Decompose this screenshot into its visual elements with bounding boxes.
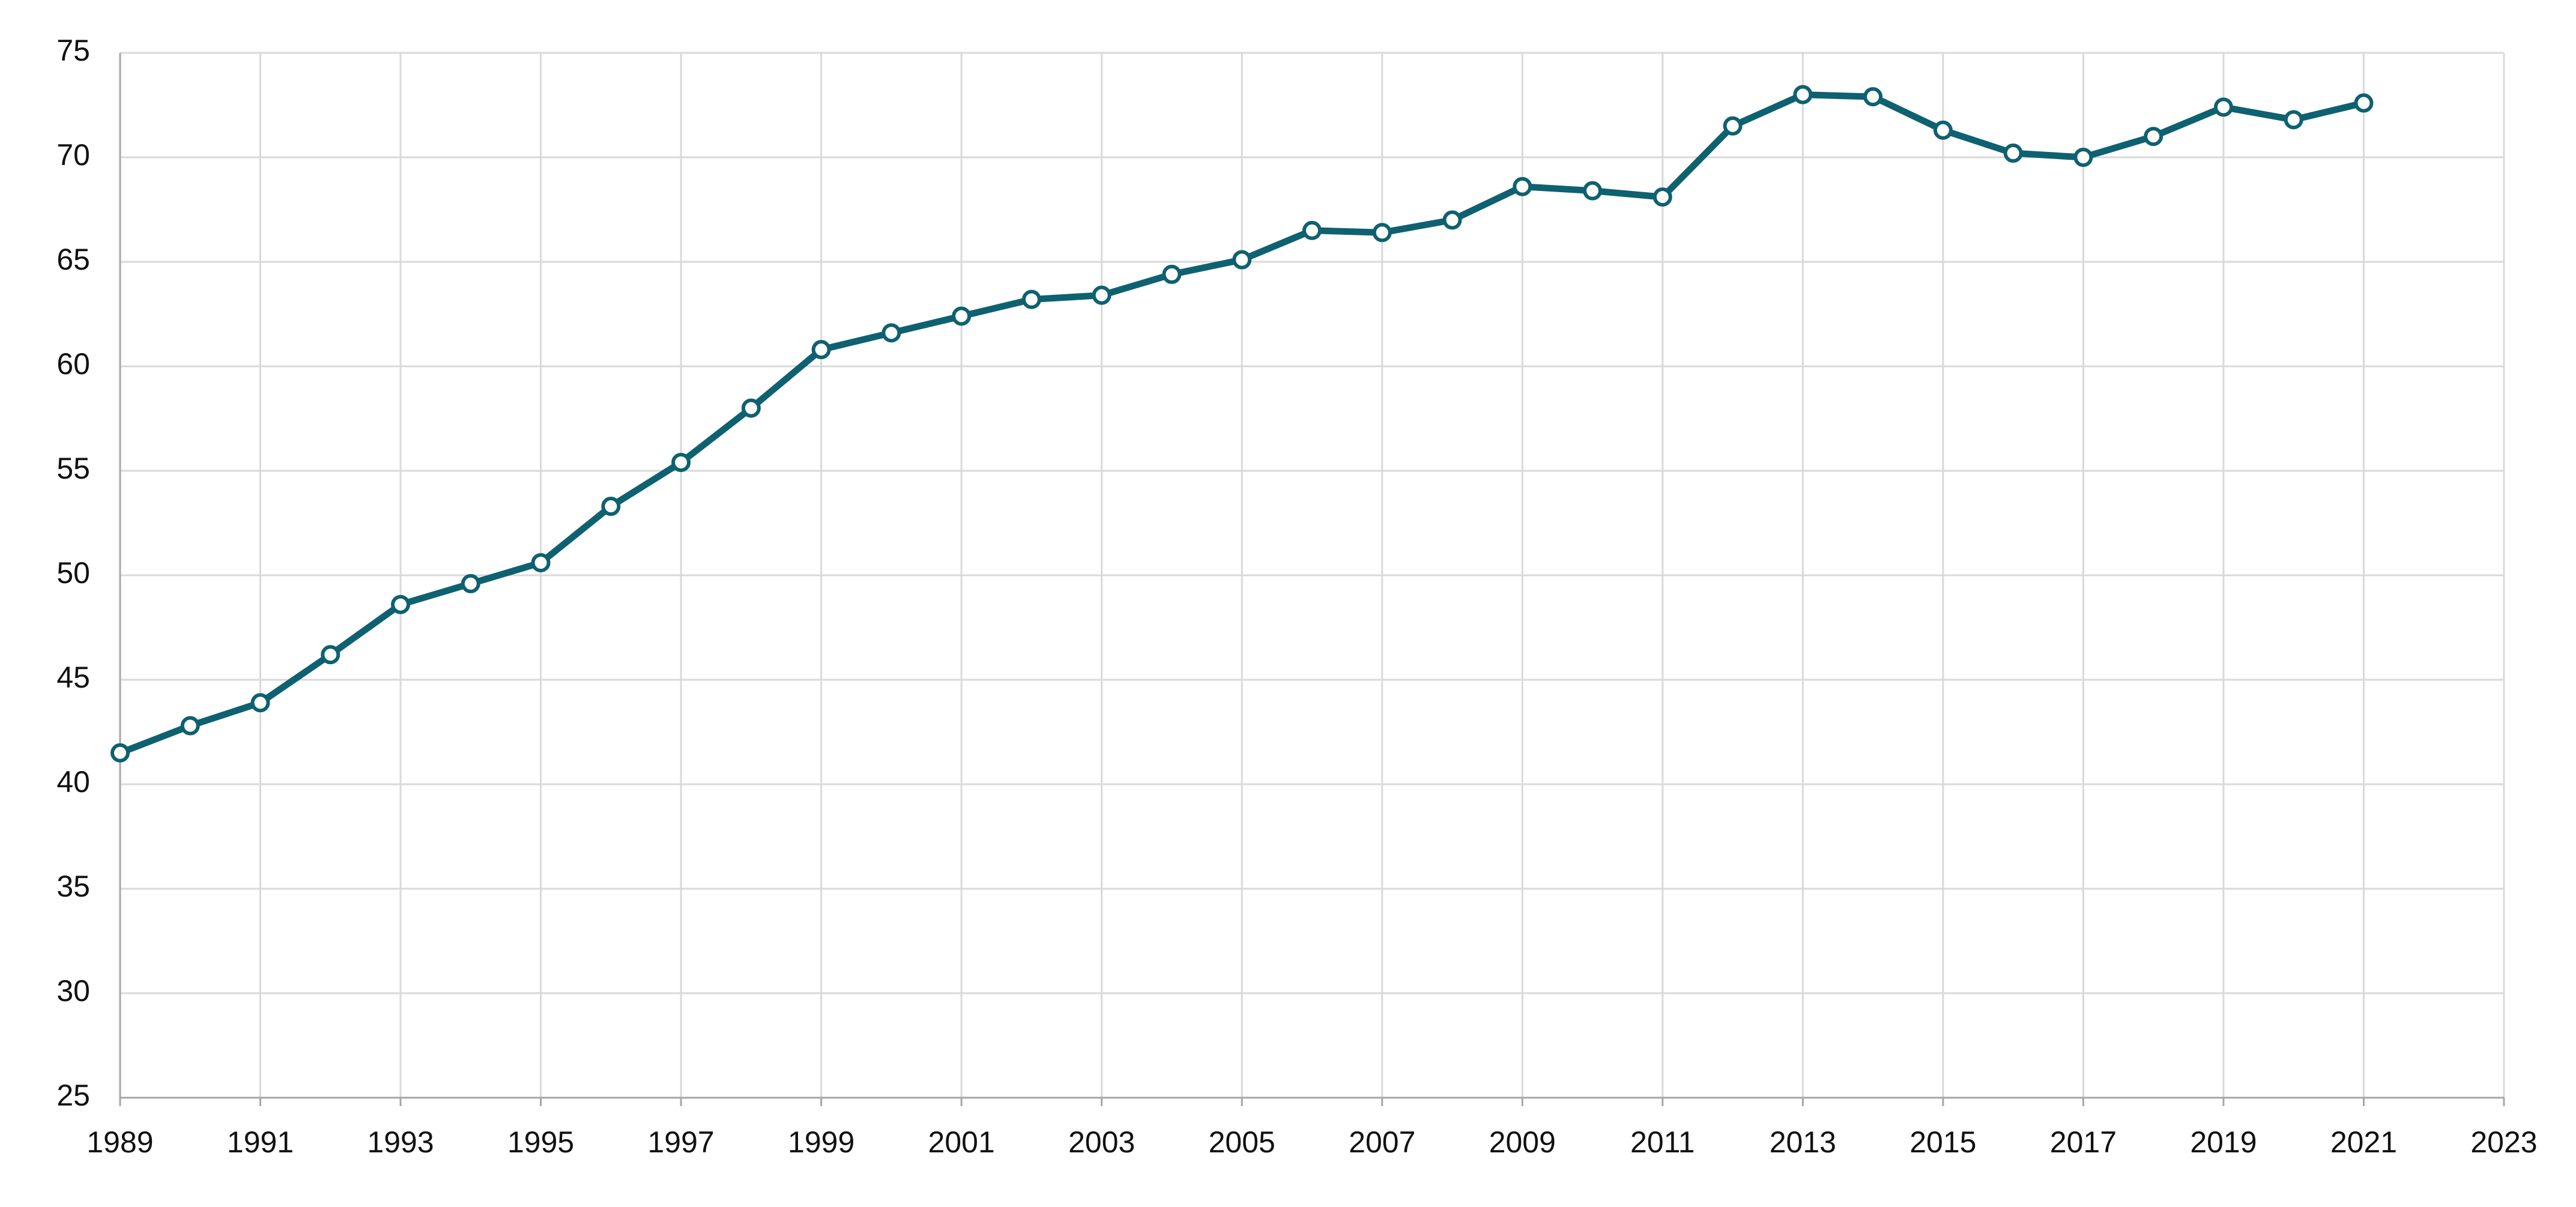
data-point — [1513, 177, 1532, 196]
data-point — [391, 594, 411, 614]
y-tick-label: 40 — [56, 765, 90, 799]
data-point — [1652, 187, 1672, 207]
data-point — [2073, 148, 2093, 167]
x-tick-label: 1991 — [227, 1125, 294, 1159]
x-tick-label: 2009 — [1489, 1125, 1556, 1159]
y-tick-label: 55 — [56, 452, 90, 485]
data-point — [1793, 85, 1813, 104]
x-tick-label: 2021 — [2330, 1125, 2397, 1159]
x-tick-label: 2001 — [928, 1125, 995, 1159]
y-tick-label: 65 — [56, 243, 90, 276]
data-point — [110, 743, 130, 763]
y-tick-label: 30 — [56, 974, 90, 1008]
data-point — [321, 645, 340, 665]
data-point — [461, 573, 480, 593]
data-point — [601, 497, 621, 516]
x-tick-label: 1993 — [367, 1125, 434, 1159]
y-tick-label: 60 — [56, 347, 90, 381]
data-point — [2284, 110, 2303, 130]
data-point — [250, 693, 270, 713]
data-point — [1162, 264, 1182, 284]
data-point — [1372, 223, 1392, 243]
x-tick-label: 2015 — [1909, 1125, 1976, 1159]
x-tick-label: 2003 — [1068, 1125, 1135, 1159]
x-tick-label: 2007 — [1349, 1125, 1415, 1159]
data-point — [1863, 87, 1883, 107]
y-tick-label: 25 — [56, 1078, 90, 1112]
x-tick-label: 2017 — [2050, 1125, 2117, 1159]
data-point — [2213, 97, 2233, 117]
data-point — [1442, 210, 1462, 230]
data-point — [671, 453, 691, 473]
y-tick-label: 45 — [56, 661, 90, 694]
data-point — [811, 340, 831, 360]
data-point — [1302, 220, 1322, 240]
y-tick-label: 50 — [56, 556, 90, 590]
data-point — [180, 716, 200, 736]
y-tick-label: 35 — [56, 870, 90, 903]
x-tick-label: 2011 — [1630, 1125, 1695, 1159]
data-point — [1583, 181, 1603, 201]
data-point — [1232, 250, 1252, 270]
x-tick-label: 1999 — [788, 1125, 854, 1159]
x-tick-label: 1995 — [507, 1125, 574, 1159]
data-point — [1021, 289, 1041, 309]
data-point — [881, 323, 901, 343]
data-point — [531, 553, 551, 573]
x-tick-label: 1997 — [648, 1125, 715, 1159]
y-tick-label: 75 — [56, 34, 90, 67]
y-tick-label: 70 — [56, 138, 90, 172]
x-tick-label: 1989 — [86, 1125, 153, 1159]
data-point — [952, 306, 972, 326]
data-point — [741, 398, 761, 418]
x-tick-label: 2019 — [2190, 1125, 2257, 1159]
x-tick-label: 2023 — [2470, 1125, 2537, 1159]
data-point — [1723, 116, 1743, 136]
data-point — [2144, 127, 2163, 147]
data-point — [2003, 144, 2023, 163]
x-tick-label: 2013 — [1770, 1125, 1836, 1159]
data-point — [1092, 285, 1111, 305]
x-tick-label: 2005 — [1209, 1125, 1275, 1159]
data-point — [1933, 120, 1953, 140]
data-point — [2354, 93, 2374, 113]
